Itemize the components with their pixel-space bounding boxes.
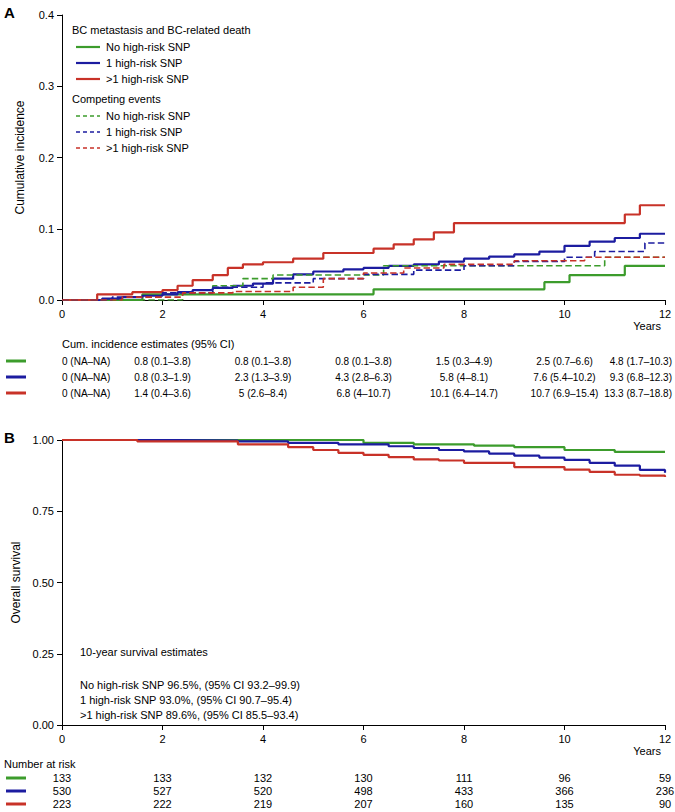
svg-text:133: 133 bbox=[53, 772, 71, 784]
svg-text:0.50: 0.50 bbox=[33, 577, 54, 589]
svg-text:0.4: 0.4 bbox=[39, 9, 54, 21]
svg-text:6: 6 bbox=[360, 308, 366, 320]
svg-text:1 high-risk SNP: 1 high-risk SNP bbox=[106, 126, 182, 138]
svg-text:132: 132 bbox=[254, 772, 272, 784]
svg-text:2: 2 bbox=[159, 308, 165, 320]
svg-text:9.3 (6.8–12.3): 9.3 (6.8–12.3) bbox=[610, 372, 672, 383]
svg-text:10-year survival estimates: 10-year survival estimates bbox=[80, 646, 208, 658]
svg-text:1.4 (0.4–3.6): 1.4 (0.4–3.6) bbox=[134, 388, 191, 399]
svg-text:0.75: 0.75 bbox=[33, 505, 54, 517]
svg-text:0 (NA–NA): 0 (NA–NA) bbox=[62, 388, 110, 399]
svg-text:498: 498 bbox=[354, 785, 372, 797]
svg-text:4: 4 bbox=[260, 733, 266, 745]
svg-text:1 high-risk SNP 93.0%, (95% CI: 1 high-risk SNP 93.0%, (95% CI 90.7–95.4… bbox=[80, 694, 292, 706]
svg-text:5 (2.6–8.4): 5 (2.6–8.4) bbox=[239, 388, 287, 399]
svg-text:0.00: 0.00 bbox=[33, 719, 54, 731]
svg-text:0.2: 0.2 bbox=[39, 152, 54, 164]
svg-text:0.8 (0.3–1.9): 0.8 (0.3–1.9) bbox=[134, 372, 191, 383]
svg-text:0.25: 0.25 bbox=[33, 648, 54, 660]
svg-text:A: A bbox=[4, 4, 15, 21]
svg-text:527: 527 bbox=[153, 785, 171, 797]
svg-text:520: 520 bbox=[254, 785, 272, 797]
svg-text:B: B bbox=[4, 429, 15, 446]
svg-text:8: 8 bbox=[461, 733, 467, 745]
svg-text:10: 10 bbox=[558, 733, 570, 745]
svg-text:0.1: 0.1 bbox=[39, 223, 54, 235]
svg-text:>1 high-risk SNP: >1 high-risk SNP bbox=[106, 73, 189, 85]
svg-text:219: 219 bbox=[254, 798, 272, 810]
svg-text:1.5 (0.3–4.9): 1.5 (0.3–4.9) bbox=[436, 356, 493, 367]
svg-text:6: 6 bbox=[360, 733, 366, 745]
svg-text:5.8 (4–8.1): 5.8 (4–8.1) bbox=[440, 372, 488, 383]
svg-text:2.3 (1.3–3.9): 2.3 (1.3–3.9) bbox=[235, 372, 292, 383]
svg-text:7.6 (5.4–10.2): 7.6 (5.4–10.2) bbox=[533, 372, 595, 383]
svg-text:1 high-risk SNP: 1 high-risk SNP bbox=[106, 57, 182, 69]
svg-text:0.8 (0.1–3.8): 0.8 (0.1–3.8) bbox=[134, 356, 191, 367]
svg-text:236: 236 bbox=[656, 785, 674, 797]
svg-text:90: 90 bbox=[659, 798, 671, 810]
svg-text:Years: Years bbox=[633, 320, 661, 332]
svg-text:0: 0 bbox=[59, 308, 65, 320]
svg-text:133: 133 bbox=[153, 772, 171, 784]
svg-text:12: 12 bbox=[659, 308, 671, 320]
svg-text:10.1 (6.4–14.7): 10.1 (6.4–14.7) bbox=[430, 388, 498, 399]
svg-text:223: 223 bbox=[53, 798, 71, 810]
svg-text:433: 433 bbox=[455, 785, 473, 797]
svg-text:135: 135 bbox=[555, 798, 573, 810]
svg-text:0.3: 0.3 bbox=[39, 80, 54, 92]
svg-text:No high-risk SNP 96.5%, (95% C: No high-risk SNP 96.5%, (95% CI 93.2–99.… bbox=[80, 679, 300, 691]
svg-text:4.8 (1.7–10.3): 4.8 (1.7–10.3) bbox=[610, 356, 672, 367]
svg-text:0 (NA–NA): 0 (NA–NA) bbox=[62, 356, 110, 367]
svg-text:No high-risk SNP: No high-risk SNP bbox=[106, 41, 190, 53]
svg-text:6.8 (4–10.7): 6.8 (4–10.7) bbox=[337, 388, 391, 399]
svg-text:0 (NA–NA): 0 (NA–NA) bbox=[62, 372, 110, 383]
svg-text:No high-risk SNP: No high-risk SNP bbox=[106, 110, 190, 122]
svg-text:59: 59 bbox=[659, 772, 671, 784]
svg-text:Competing events: Competing events bbox=[72, 93, 161, 105]
svg-text:160: 160 bbox=[455, 798, 473, 810]
svg-text:0: 0 bbox=[59, 733, 65, 745]
svg-text:4.3 (2.8–6.3): 4.3 (2.8–6.3) bbox=[335, 372, 392, 383]
svg-text:8: 8 bbox=[461, 308, 467, 320]
svg-text:222: 222 bbox=[153, 798, 171, 810]
svg-text:2: 2 bbox=[159, 733, 165, 745]
svg-text:366: 366 bbox=[555, 785, 573, 797]
svg-text:1.00: 1.00 bbox=[33, 434, 54, 446]
svg-text:96: 96 bbox=[558, 772, 570, 784]
svg-text:530: 530 bbox=[53, 785, 71, 797]
svg-text:Cum. incidence estimates (95%: Cum. incidence estimates (95% CI) bbox=[62, 338, 234, 350]
svg-text:10.7 (6.9–15.4): 10.7 (6.9–15.4) bbox=[531, 388, 599, 399]
svg-text:Years: Years bbox=[633, 745, 661, 757]
svg-text:Cumulative incidence: Cumulative incidence bbox=[13, 100, 27, 214]
svg-text:0.0: 0.0 bbox=[39, 294, 54, 306]
svg-text:BC metastasis and BC-related d: BC metastasis and BC-related death bbox=[72, 24, 251, 36]
svg-text:2.5 (0.7–6.6): 2.5 (0.7–6.6) bbox=[536, 356, 593, 367]
svg-text:Number at risk: Number at risk bbox=[4, 758, 76, 770]
svg-text:111: 111 bbox=[456, 772, 473, 784]
svg-text:130: 130 bbox=[354, 772, 372, 784]
svg-text:207: 207 bbox=[354, 798, 372, 810]
svg-text:0.8 (0.1–3.8): 0.8 (0.1–3.8) bbox=[335, 356, 392, 367]
svg-text:12: 12 bbox=[659, 733, 671, 745]
svg-text:4: 4 bbox=[260, 308, 266, 320]
svg-text:0.8 (0.1–3.8): 0.8 (0.1–3.8) bbox=[235, 356, 292, 367]
svg-text:>1 high-risk SNP: >1 high-risk SNP bbox=[106, 142, 189, 154]
svg-text:>1 high-risk SNP 89.6%, (95% C: >1 high-risk SNP 89.6%, (95% CI 85.5–93.… bbox=[80, 709, 298, 721]
svg-text:13.3 (8.7–18.8): 13.3 (8.7–18.8) bbox=[604, 388, 672, 399]
svg-text:Overall survival: Overall survival bbox=[9, 541, 23, 623]
svg-text:10: 10 bbox=[558, 308, 570, 320]
